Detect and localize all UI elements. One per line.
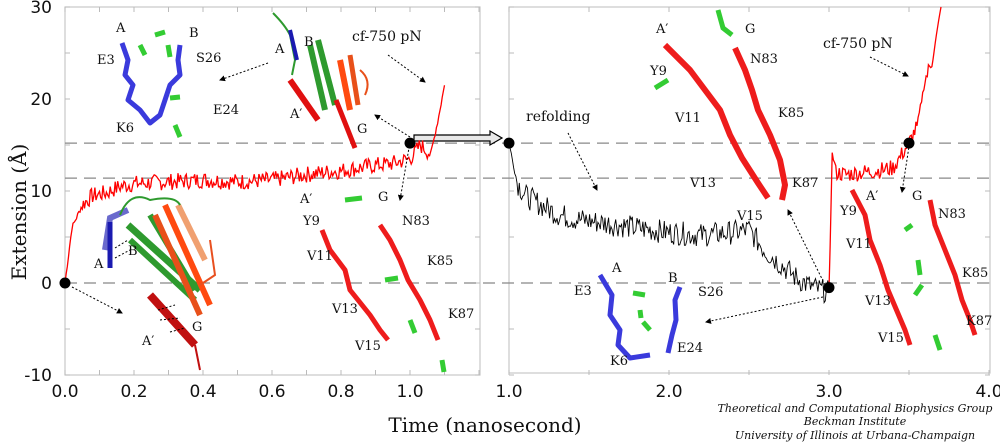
x-tick-label: 3.0 bbox=[815, 382, 842, 402]
ab-residue-sticks-left bbox=[119, 29, 183, 138]
label-strand-aprime-3: A′ bbox=[141, 334, 154, 349]
label-k6-bottom: K6 bbox=[610, 354, 628, 369]
label-v13-top: V13 bbox=[689, 176, 716, 191]
series-layer bbox=[64, 6, 942, 304]
transfer-arrow bbox=[413, 129, 504, 147]
folded-domain-ribbon-illustration bbox=[102, 196, 217, 371]
x-tick-label: 2.0 bbox=[655, 382, 682, 402]
credit-line-1: Theoretical and Computational Biophysics… bbox=[718, 402, 993, 415]
label-strand-aprime-6: A′ bbox=[865, 189, 878, 204]
label-n83-top: N83 bbox=[750, 52, 778, 67]
label-v15-left: V15 bbox=[354, 339, 381, 354]
marker-layer bbox=[59, 137, 915, 294]
y-tick-label: -10 bbox=[24, 366, 52, 386]
x-tick-label: 1.0 bbox=[495, 382, 522, 402]
label-e3-left: E3 bbox=[97, 53, 115, 68]
ag-residue-sticks-bottom-right bbox=[849, 188, 978, 351]
y-tick-label: 30 bbox=[30, 0, 52, 18]
label-strand-b-2: B bbox=[304, 35, 314, 50]
label-strand-aprime-4: A′ bbox=[299, 192, 312, 207]
label-strand-g-4: G bbox=[378, 190, 388, 205]
label-strand-b-7: B bbox=[668, 271, 678, 286]
reference-lines bbox=[65, 142, 990, 284]
label-k6-left: K6 bbox=[116, 121, 134, 136]
state-marker-dot bbox=[503, 137, 515, 149]
x-tick-label: 0.0 bbox=[51, 382, 78, 402]
label-strand-aprime-5: A′ bbox=[655, 22, 668, 37]
credit-line-3: University of Illinois at Urbana-Champai… bbox=[735, 429, 975, 442]
annotation-refolding: refolding bbox=[526, 109, 591, 125]
label-v11-bottom: V11 bbox=[845, 237, 872, 252]
label-strand-a-2: A bbox=[274, 42, 285, 57]
axis-ticks: 30 20 10 0 -100.0 0.2 0.4 0.6 0.8 1.0 1.0 2.0 3.0 4.0 bbox=[24, 0, 1000, 402]
ag-residue-sticks-top-right bbox=[653, 9, 788, 201]
label-s26-left: S26 bbox=[196, 51, 221, 66]
label-strand-g-6: G bbox=[912, 189, 922, 204]
state-marker-dot bbox=[903, 137, 915, 149]
label-strand-aprime-2: A′ bbox=[289, 107, 302, 122]
y-tick-label: 0 bbox=[41, 274, 52, 294]
label-k85-top: K85 bbox=[778, 106, 804, 121]
label-strand-a-7: A bbox=[611, 261, 622, 276]
label-strand-b-1: B bbox=[189, 26, 199, 41]
x-tick-label: 0.4 bbox=[189, 382, 216, 402]
pointer-arrows bbox=[71, 54, 911, 324]
label-strand-g-3: G bbox=[192, 320, 202, 335]
ag-residue-sticks-left bbox=[319, 195, 447, 373]
label-y9-bottom: Y9 bbox=[839, 204, 857, 219]
annotation-cf-750-left: cf-750 pN bbox=[352, 29, 422, 45]
label-y9-top: Y9 bbox=[649, 64, 667, 79]
label-strand-g-2: G bbox=[357, 122, 367, 137]
y-tick-label: 10 bbox=[30, 182, 52, 202]
ab-residue-sticks-bottom-right bbox=[597, 273, 683, 361]
label-n83-bottom: N83 bbox=[938, 207, 966, 222]
label-strand-a-3: A bbox=[93, 257, 104, 272]
label-n83-left: N83 bbox=[402, 214, 430, 229]
label-v15-top: V15 bbox=[736, 209, 763, 224]
label-v11-left: V11 bbox=[306, 249, 333, 264]
series-line-refolding bbox=[508, 144, 830, 304]
label-k87-bottom: K87 bbox=[966, 314, 992, 329]
state-marker-dot bbox=[59, 277, 71, 289]
label-e3-bottom: E3 bbox=[574, 284, 592, 299]
label-v13-left: V13 bbox=[331, 302, 358, 317]
state-marker-dot bbox=[823, 282, 835, 294]
label-v11-top: V11 bbox=[674, 111, 701, 126]
x-tick-label: 1.0 bbox=[396, 382, 423, 402]
label-s26-bottom: S26 bbox=[698, 285, 723, 300]
label-k85-left: K85 bbox=[427, 254, 453, 269]
x-axis-title: Time (nanosecond) bbox=[388, 413, 581, 437]
series-line-re-stretching-cf-750-pn- bbox=[828, 6, 942, 290]
y-tick-label: 20 bbox=[30, 90, 52, 110]
label-e24-bottom: E24 bbox=[677, 341, 703, 356]
label-e24-left: E24 bbox=[213, 103, 239, 118]
label-k87-top: K87 bbox=[792, 176, 818, 191]
label-v13-bottom: V13 bbox=[864, 294, 891, 309]
x-tick-label: 0.6 bbox=[258, 382, 285, 402]
label-k85-bottom: K85 bbox=[962, 266, 988, 281]
label-strand-b-3: B bbox=[128, 244, 138, 259]
x-tick-label: 0.8 bbox=[327, 382, 354, 402]
credit-line-2: Beckman Institute bbox=[803, 415, 907, 428]
label-v15-bottom: V15 bbox=[877, 331, 904, 346]
annotation-cf-750-right: cf-750 pN bbox=[823, 36, 893, 52]
stretched-domain-ribbon-illustration bbox=[272, 12, 369, 149]
x-tick-label: 0.2 bbox=[120, 382, 147, 402]
series-line-stretching-cf-750-pn- bbox=[64, 85, 446, 284]
x-tick-label: 4.0 bbox=[975, 382, 1000, 402]
label-strand-g-5: G bbox=[745, 22, 755, 37]
label-y9-left: Y9 bbox=[302, 214, 320, 229]
label-strand-a-1: A bbox=[115, 21, 126, 36]
y-axis-title: Extension (Å) bbox=[6, 144, 31, 281]
label-k87-left: K87 bbox=[448, 307, 474, 322]
